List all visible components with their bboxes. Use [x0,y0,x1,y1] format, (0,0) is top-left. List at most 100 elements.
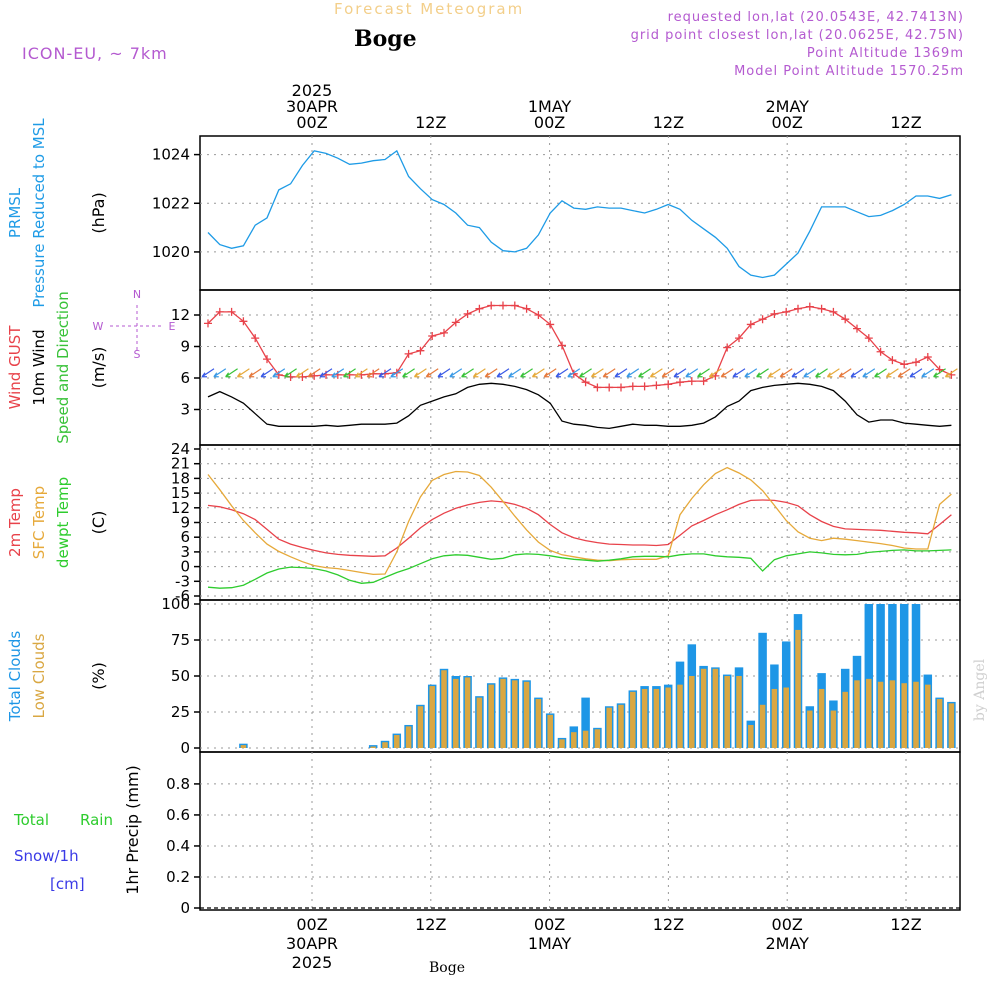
y-tick-label: 21 [171,455,190,473]
panel-frame-pressure [199,135,961,291]
gust-marker [499,301,507,310]
y-tick-label: 12 [171,499,190,517]
low-cloud-bar [795,629,801,748]
wind-direction-arrow [260,368,274,378]
requested-coords: requested lon,lat (20.0543E, 42.7413N) [667,10,964,25]
low-cloud-bar [913,681,919,748]
wind-direction-arrow [897,368,911,378]
gust-marker [782,307,791,316]
total-cloud-bar [899,604,909,748]
low-cloud-bar [394,735,400,748]
time-label-bottom: 2MAY [765,934,809,953]
wind-direction-arrow [484,368,498,378]
wind-direction-arrow [756,368,769,378]
wind-direction-arrow [732,368,746,378]
low-cloud-bar [712,668,719,748]
y-tick-label: -6 [175,587,190,605]
wind-direction-arrow [697,368,710,378]
low-cloud-bar [677,684,683,748]
wind-direction-arrow [909,368,923,378]
time-label-top: 30APR [286,97,338,116]
legend-snow: Snow/1h [14,847,79,865]
wind-direction-arrow [213,368,227,378]
gust-marker [215,307,224,316]
wind-direction-arrow [626,368,640,378]
wind-direction-arrow [579,368,592,378]
time-label-bottom: 1MAY [528,934,572,953]
unit-label-wind: (m/s) [89,347,108,389]
wind-direction-arrow [649,368,663,378]
wind-direction-arrow [673,368,687,378]
wind-direction-arrow [661,368,675,378]
unit-label-pressure: (hPa) [89,192,108,233]
gust-marker [475,304,484,313]
y-tick-label: -3 [175,572,190,590]
y-tick-label: 12 [171,306,190,324]
wind-direction-arrow [472,368,486,378]
wind-direction-arrow [343,368,356,378]
unit-label-temperature: (C) [89,511,108,535]
panel-label-pressure: PRMSL [6,187,24,238]
gust-marker [900,360,909,369]
total-cloud-bar [876,604,885,748]
wind-direction-arrow [921,368,935,378]
panel-label-clouds: Total Clouds [6,631,24,723]
time-label-bottom: 12Z [653,915,684,934]
gust-marker [487,301,496,310]
wind-direction-arrow [708,368,722,378]
gust-marker [888,356,897,365]
wind-direction-arrow [378,368,392,378]
gust-marker [735,334,743,343]
wind-direction-arrow [874,368,887,378]
wind-direction-arrow [366,368,380,378]
low-cloud-bar [370,746,376,748]
low-cloud-bar [512,680,518,748]
y-tick-label: 15 [171,484,190,502]
total-cloud-bar [758,632,767,748]
y-tick-label: 100 [161,595,190,613]
y-tick-label: 9 [180,514,190,532]
low-cloud-bar [453,678,459,748]
y-tick-label: 3 [180,543,190,561]
low-cloud-bar [759,704,766,748]
y-tick-label: 6 [180,369,190,387]
time-label-bottom: 00Z [296,915,327,934]
low-cloud-bar [594,729,601,748]
model-point-altitude: Model Point Altitude 1570.25m [734,64,964,79]
low-cloud-bar [641,688,648,748]
gust-marker [581,378,590,387]
y-tick-label: 0 [180,899,190,917]
unit-label-precip: 1hr Precip (mm) [123,765,142,895]
compass-n: N [133,288,141,301]
series-line-prmsl [207,149,952,279]
y-tick-label: 0.8 [166,775,190,793]
low-cloud-bar [476,697,483,748]
panel-label-pressure: Pressure Reduced to MSL [30,118,48,308]
y-tick-label: 50 [171,667,190,685]
wind-direction-arrow [319,368,333,378]
gust-marker [652,381,661,390]
low-cloud-bar [771,688,778,748]
wind-direction-arrow [496,368,510,378]
gust-marker [664,380,673,389]
low-cloud-bar [630,691,636,748]
wind-direction-arrow [602,368,616,378]
panel-frame-precip [199,751,961,911]
gust-marker [593,383,602,392]
low-cloud-bar [665,687,671,748]
wind-direction-arrow [413,368,427,378]
gust-marker [676,378,684,387]
time-label-top: 12Z [415,113,446,132]
low-cloud-bar [441,670,447,748]
gust-marker [912,358,920,367]
compass-w: W [93,320,104,333]
low-cloud-bar [429,686,435,748]
low-cloud-bar [877,681,884,748]
forecast-title: Forecast Meteogram [334,0,525,18]
total-cloud-bar [888,604,897,748]
gust-marker [864,334,873,343]
gust-marker [251,334,260,343]
compass-s: S [134,348,141,361]
total-cloud-bar [581,697,590,748]
low-cloud-bar [830,710,837,748]
